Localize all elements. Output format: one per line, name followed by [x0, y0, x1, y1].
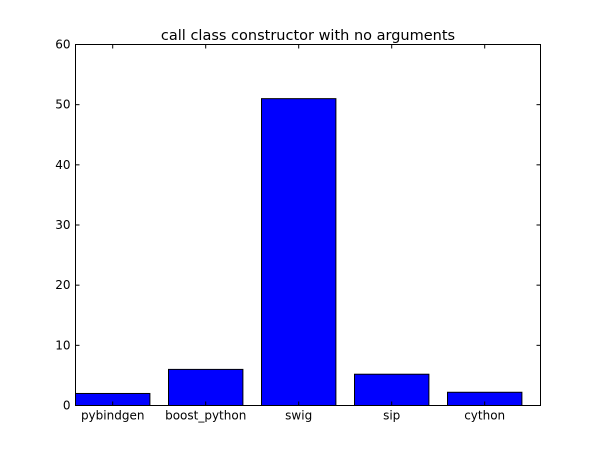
y-tick-label-10: 10	[55, 338, 70, 352]
y-tick-label-30: 30	[55, 218, 70, 232]
y-tick-label-0: 0	[63, 399, 71, 413]
bar-boost_python	[168, 368, 244, 406]
bar-sip	[354, 373, 430, 407]
plot-frame	[75, 44, 541, 406]
bar-swig	[261, 98, 337, 407]
x-tick-label-cython: cython	[464, 409, 505, 423]
bars-layer	[75, 98, 523, 407]
y-tick-label-40: 40	[55, 158, 70, 172]
x-tick-label-pybindgen: pybindgen	[81, 409, 145, 423]
x-tick-label-sip: sip	[383, 409, 400, 423]
y-tick-label-50: 50	[55, 98, 70, 112]
y-tick-label-60: 60	[55, 38, 70, 52]
y-tick-label-20: 20	[55, 278, 70, 292]
x-tick-label-swig: swig	[285, 409, 312, 423]
x-tick-label-boost_python: boost_python	[165, 409, 246, 423]
chart-title: call class constructor with no arguments	[161, 28, 455, 44]
ticks-layer: pybindgen boost_python swig sip cython 0 10 20 3…	[55, 38, 541, 423]
